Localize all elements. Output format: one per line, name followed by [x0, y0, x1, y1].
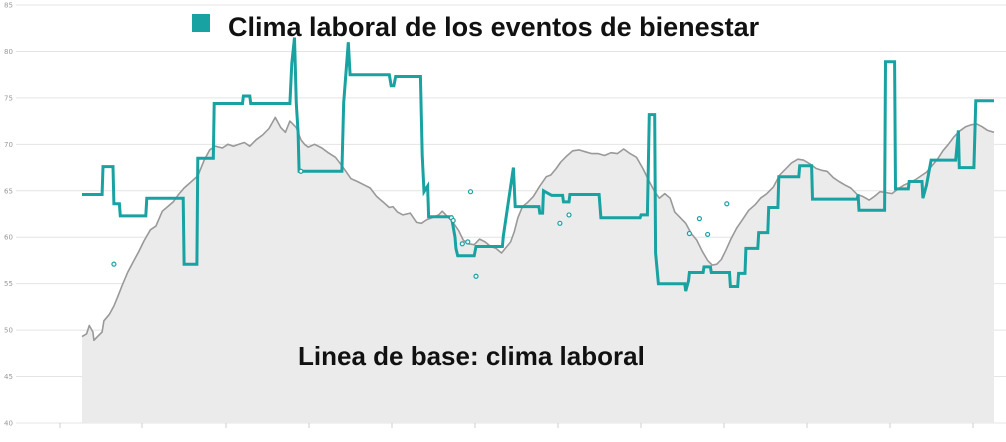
event-marker: [467, 189, 474, 195]
y-tick-label: 75: [4, 94, 13, 102]
y-tick-label: 60: [4, 234, 13, 242]
y-axis-ticks: 40 45 50 55 60 65 70 75 80 85: [4, 2, 13, 428]
event-marker: [696, 216, 703, 222]
event-marker: [450, 217, 456, 224]
event-marker: [566, 212, 572, 218]
y-tick-label: 40: [4, 420, 13, 428]
baseline-annotation: Linea de base: clima laboral: [298, 341, 645, 371]
y-tick-label: 55: [4, 280, 13, 288]
events-series-line: [82, 37, 994, 292]
event-marker: [724, 201, 730, 207]
y-tick-label: 50: [4, 327, 13, 335]
event-marker: [465, 239, 471, 245]
legend-swatch: [192, 14, 210, 32]
event-marker: [473, 273, 479, 279]
event-marker: [459, 241, 465, 247]
y-tick-label: 45: [4, 373, 13, 381]
event-markers: [111, 168, 730, 279]
event-marker: [686, 230, 692, 237]
event-marker: [298, 168, 304, 174]
event-marker: [705, 231, 711, 238]
y-tick-label: 80: [4, 48, 13, 56]
y-tick-label: 65: [4, 187, 13, 195]
x-axis-ticks: [59, 423, 974, 428]
legend-label: Clima laboral de los eventos de bienesta…: [228, 12, 760, 42]
y-tick-label: 85: [4, 2, 13, 10]
event-marker: [557, 220, 563, 226]
baseline-series-line: [81, 116, 995, 342]
y-tick-label: 70: [4, 141, 13, 149]
baseline-area: [82, 117, 994, 424]
event-marker: [111, 261, 117, 267]
legend: Clima laboral de los eventos de bienesta…: [192, 12, 760, 42]
